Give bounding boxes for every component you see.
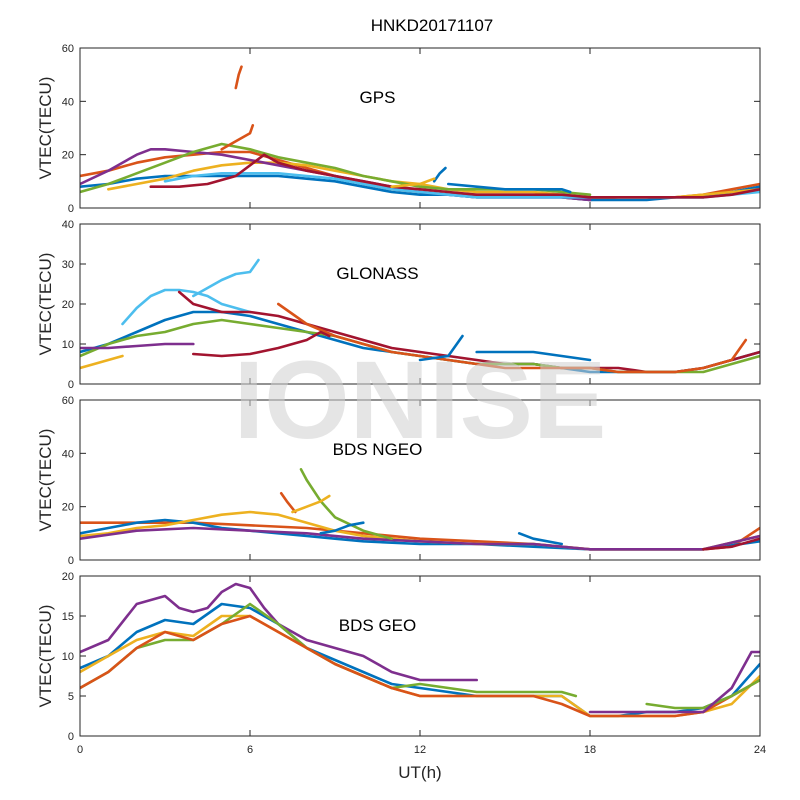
y-axis-label-bds-ngeo: VTEC(TECU) [36,429,55,532]
y-tick-label-gps-0: 0 [68,203,74,215]
series-line-bds-ngeo-7 [291,494,331,514]
panels: 0204060GPSVTEC(TECU)010203040GLONASSVTEC… [36,43,766,756]
plot-area-bds-ngeo [80,400,760,560]
series-line-gps-11 [447,182,572,194]
y-tick-label-gps-20: 20 [62,150,74,162]
series-line-glonass-2 [192,258,260,298]
y-tick-label-glonass-30: 30 [62,259,74,271]
y-tick-label-glonass-10: 10 [62,339,74,351]
x-axis-label: UT(h) [398,763,441,782]
series-line-glonass-8 [277,302,748,374]
series-line-gps-9 [220,124,255,151]
plot-frame-glonass [79,223,761,385]
x-tick-label-6: 6 [247,744,253,756]
y-tick-label-bds-geo-10: 10 [62,651,74,663]
series-line-glonass-10 [418,334,464,362]
series-line-bds-ngeo-8 [319,521,365,535]
panel-title-bds-geo: BDS GEO [339,616,416,635]
panel-bds-ngeo: 0 20 40 60 BDS NGEO VTEC(TECU) [36,395,761,567]
y-tick-label-glonass-0: 0 [68,379,74,391]
series-line-bds-geo-7 [588,650,760,714]
series-group-glonass [80,258,760,374]
series-line-glonass-7 [80,342,195,350]
y-tick-label-gps-60: 60 [62,43,74,55]
panel-glonass: 0 10 20 30 40 GLONASS VTEC(TECU) [36,219,761,391]
y-tick-label-gps-40: 40 [62,96,74,108]
y-tick-label-bds-ngeo-40: 40 [62,448,74,460]
plot-area-gps [80,48,760,208]
panel-title-bds-ngeo: BDS NGEO [333,440,423,459]
y-axis-label-glonass: VTEC(TECU) [36,253,55,356]
y-tick-label-glonass-20: 20 [62,299,74,311]
series-line-bds-ngeo-9 [517,532,563,546]
series-group-bds-geo [80,582,760,718]
x-tick-label-12: 12 [414,744,426,756]
series-line-bds-ngeo-6 [279,492,297,514]
series-line-bds-geo-1 [80,582,478,682]
series-line-glonass-6 [80,354,124,370]
panel-title-glonass: GLONASS [336,264,418,283]
x-tick-label-18: 18 [584,744,596,756]
series-group-bds-ngeo [80,468,760,551]
y-tick-label-bds-ngeo-0: 0 [68,555,74,567]
y-axis-label-gps: VTEC(TECU) [36,77,55,180]
panel-bds-geo: 0 5 10 15 20 BDS GEO VTEC(TECU) [36,571,761,743]
series-line-glonass-11 [475,350,592,362]
series-line-gps-12 [390,177,436,188]
watermark: IONISE [234,339,607,462]
series-group-gps [80,65,760,202]
series-line-bds-ngeo-5 [299,468,393,540]
x-tick-label-0: 0 [77,744,83,756]
y-tick-label-glonass-40: 40 [62,219,74,231]
y-tick-label-bds-ngeo-20: 20 [62,502,74,514]
x-tick-label-24: 24 [754,744,766,756]
y-tick-label-bds-geo-15: 15 [62,611,74,623]
series-line-bds-geo-6 [645,678,760,710]
figure-title: HNKD20171107 [371,16,494,35]
series-line-gps-8 [234,65,243,90]
plot-frame-bds-ngeo [79,399,761,561]
plot-area-bds-geo [80,576,760,736]
series-line-glonass-9 [192,330,331,358]
series-line-glonass-1 [121,288,252,326]
panel-title-gps: GPS [360,88,396,107]
y-axis-label-bds-geo: VTEC(TECU) [36,605,55,708]
plot-frame-gps [79,47,761,209]
plot-frame-bds-geo [79,575,761,737]
y-tick-label-bds-geo-5: 5 [68,691,74,703]
y-tick-label-bds-geo-20: 20 [62,571,74,583]
panel-gps: 0 20 40 60 GPS VTEC(TECU) [36,43,761,215]
y-tick-label-bds-geo-0: 0 [68,731,74,743]
series-line-bds-ngeo-4 [80,526,760,551]
series-line-gps-10 [432,166,447,183]
series-line-bds-geo-5 [80,614,760,718]
series-line-bds-ngeo-10 [702,537,760,551]
series-line-gps-7 [149,153,760,199]
y-tick-label-bds-ngeo-60: 60 [62,395,74,407]
